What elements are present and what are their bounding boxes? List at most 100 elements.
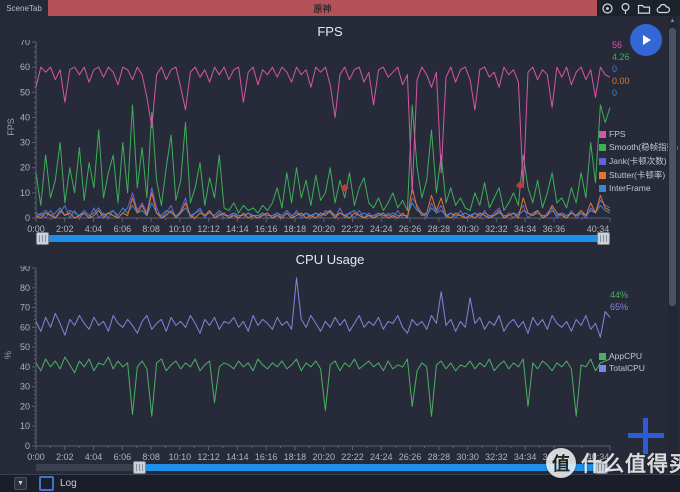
add-chart-button[interactable] xyxy=(628,418,664,454)
slider-left-handle[interactable] xyxy=(133,461,147,474)
x-tick-label: 10:10 xyxy=(169,224,192,234)
legend-swatch xyxy=(599,130,606,138)
fps-chart-plot[interactable]: 0 10 20 30 40 50 60 70 0:00 2:02 4:04 6:06 8:08 10:10… xyxy=(0,37,664,245)
x-tick-label: 8:08 xyxy=(142,224,160,234)
slider-selected-range[interactable] xyxy=(139,464,602,471)
legend-item[interactable]: AppCPU xyxy=(599,351,645,361)
slider-right-handle[interactable] xyxy=(595,461,609,474)
legend-label: Smooth(稳帧指数) xyxy=(609,142,678,152)
x-tick-label: 30:30 xyxy=(456,452,479,462)
x-tick-label: 16:16 xyxy=(255,452,278,462)
legend-label: FPS xyxy=(609,129,626,139)
x-tick-label: 22:22 xyxy=(341,224,364,234)
slider-selected-range[interactable] xyxy=(36,235,610,242)
jank-marker-icon xyxy=(515,181,524,190)
pin-icon[interactable] xyxy=(619,2,632,15)
legend-label: Stutter(卡顿率) xyxy=(609,170,666,180)
scrollbar-thumb[interactable] xyxy=(669,28,676,306)
legend-item[interactable]: Jank(卡顿次数) xyxy=(599,155,678,167)
x-tick-label: 2:02 xyxy=(56,452,74,462)
x-tick-label: 4:04 xyxy=(85,224,103,234)
x-tick-label: 32:32 xyxy=(485,224,508,234)
target-icon[interactable] xyxy=(601,2,614,15)
toolbar-icons xyxy=(597,0,680,16)
legend-swatch xyxy=(599,352,606,360)
x-tick-label: 28:28 xyxy=(428,224,451,234)
x-tick-label: 14:14 xyxy=(226,452,249,462)
current-value: 0 xyxy=(612,64,618,74)
series-appcpu xyxy=(35,356,611,417)
current-value: 56 xyxy=(612,40,623,50)
fps-range-slider[interactable] xyxy=(36,232,610,245)
x-tick-label: 34:34 xyxy=(514,452,537,462)
series-stutter xyxy=(35,187,611,219)
y-tick-label: 10 xyxy=(20,421,30,431)
vertical-scrollbar[interactable]: ▲ ▼ xyxy=(668,16,677,474)
fps-chart-title: FPS xyxy=(317,24,343,39)
x-tick-label: 36:36 xyxy=(543,224,566,234)
y-tick-label: 50 xyxy=(20,87,30,97)
log-checkbox[interactable] xyxy=(39,476,54,491)
bottom-bar: ▼ Log xyxy=(0,474,680,492)
x-tick-label: 2:02 xyxy=(56,224,74,234)
x-tick-label: 16:16 xyxy=(255,224,278,234)
y-tick-label: 60 xyxy=(20,62,30,72)
play-button[interactable] xyxy=(630,24,662,56)
cpu-chart-title: CPU Usage xyxy=(295,252,365,267)
x-tick-label: 24:24 xyxy=(370,224,393,234)
series-smooth xyxy=(35,104,611,214)
collapse-panel-button[interactable]: ▼ xyxy=(14,477,27,490)
y-tick-label: 0 xyxy=(25,441,30,451)
scene-tab-header[interactable]: SceneTab xyxy=(0,0,48,16)
legend-item[interactable]: Smooth(稳帧指数) xyxy=(599,141,678,153)
current-value: 0 xyxy=(612,88,618,98)
legend-item[interactable]: TotalCPU xyxy=(599,363,645,373)
legend-item[interactable]: FPS xyxy=(599,129,678,139)
play-icon xyxy=(643,35,651,45)
series-totalcpu xyxy=(35,277,611,338)
legend-item[interactable]: InterFrame xyxy=(599,183,678,193)
x-tick-label: 26:26 xyxy=(399,224,422,234)
folder-icon[interactable] xyxy=(637,2,651,15)
series-fps xyxy=(35,66,611,194)
legend-swatch xyxy=(599,143,606,151)
x-tick-label: 0:00 xyxy=(27,224,45,234)
legend-item[interactable]: Stutter(卡顿率) xyxy=(599,169,678,181)
slider-right-handle[interactable] xyxy=(597,232,610,245)
y-tick-label: 20 xyxy=(20,401,30,411)
jank-marker-icon xyxy=(340,183,349,192)
cpu-chart-plot[interactable]: 0 10 20 30 40 50 60 70 80 90 0:00 2:02 4:04 6:06 8:08 1… xyxy=(0,263,664,473)
fps-current-values: 56 4.26 0 0.00 0 xyxy=(612,40,630,99)
top-tab-bar: SceneTab 原神 xyxy=(0,0,680,16)
scroll-down-icon[interactable]: ▼ xyxy=(669,466,676,472)
legend-label: InterFrame xyxy=(609,183,651,193)
y-tick-label: 30 xyxy=(20,382,30,392)
x-tick-label: 14:14 xyxy=(226,224,249,234)
x-tick-label: 20:20 xyxy=(312,224,335,234)
x-tick-label: 12:12 xyxy=(197,452,220,462)
scene-tab-active[interactable]: 原神 xyxy=(48,0,597,16)
cpu-range-slider[interactable] xyxy=(36,461,610,474)
cpu-current-values: 44% 65% xyxy=(610,290,628,313)
cloud-icon[interactable] xyxy=(656,2,671,15)
y-tick-label: 40 xyxy=(20,112,30,122)
x-tick-label: 30:30 xyxy=(456,224,479,234)
x-tick-label: 6:06 xyxy=(114,224,132,234)
y-tick-label: 60 xyxy=(20,322,30,332)
y-tick-label: 10 xyxy=(20,188,30,198)
x-tick-label: 20:20 xyxy=(312,452,335,462)
fps-legend: FPS Smooth(稳帧指数) Jank(卡顿次数) Stutter(卡顿率) Int… xyxy=(599,129,678,193)
x-tick-label: 4:04 xyxy=(85,452,103,462)
x-tick-label: 40:34 xyxy=(587,452,610,462)
current-value: 4.26 xyxy=(612,52,630,62)
x-tick-label: 28:28 xyxy=(428,452,451,462)
legend-label: AppCPU xyxy=(609,351,643,361)
y-tick-label: 30 xyxy=(20,138,30,148)
y-tick-label: 70 xyxy=(20,40,30,47)
x-tick-label: 22:22 xyxy=(341,452,364,462)
slider-left-handle[interactable] xyxy=(36,232,49,245)
y-tick-label: 0 xyxy=(25,213,30,223)
scroll-up-icon[interactable]: ▲ xyxy=(669,18,676,24)
legend-swatch xyxy=(599,171,606,179)
x-tick-label: 40:34 xyxy=(587,224,610,234)
